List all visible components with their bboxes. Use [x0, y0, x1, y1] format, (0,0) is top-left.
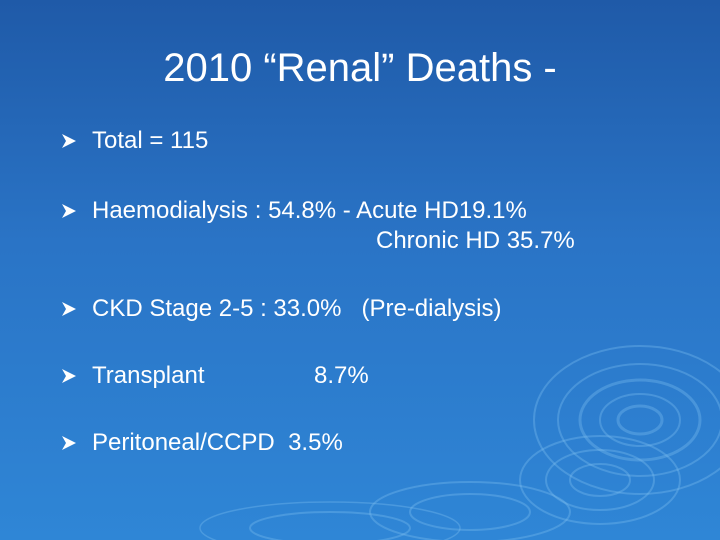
- bullet-text: Peritoneal/CCPD 3.5%: [92, 429, 343, 456]
- arrowhead-bullet-icon: [62, 134, 76, 148]
- bullet-label: Transplant: [92, 362, 205, 389]
- bullet-text: Haemodialysis : 54.8% - Acute HD19.1%: [92, 197, 527, 224]
- arrowhead-bullet-icon: [62, 204, 76, 218]
- arrowhead-bullet-icon: [62, 302, 76, 316]
- arrowhead-bullet-icon: [62, 436, 76, 450]
- bullet-text-continuation: Chronic HD 35.7%: [376, 227, 575, 254]
- arrowhead-bullet-icon: [62, 369, 76, 383]
- bullet-value: 8.7%: [314, 362, 369, 389]
- bullet-text: Total = 115: [92, 127, 209, 154]
- slide-title: 2010 “Renal” Deaths -: [163, 46, 557, 90]
- bullet-text: CKD Stage 2-5 : 33.0% (Pre-dialysis): [92, 295, 502, 322]
